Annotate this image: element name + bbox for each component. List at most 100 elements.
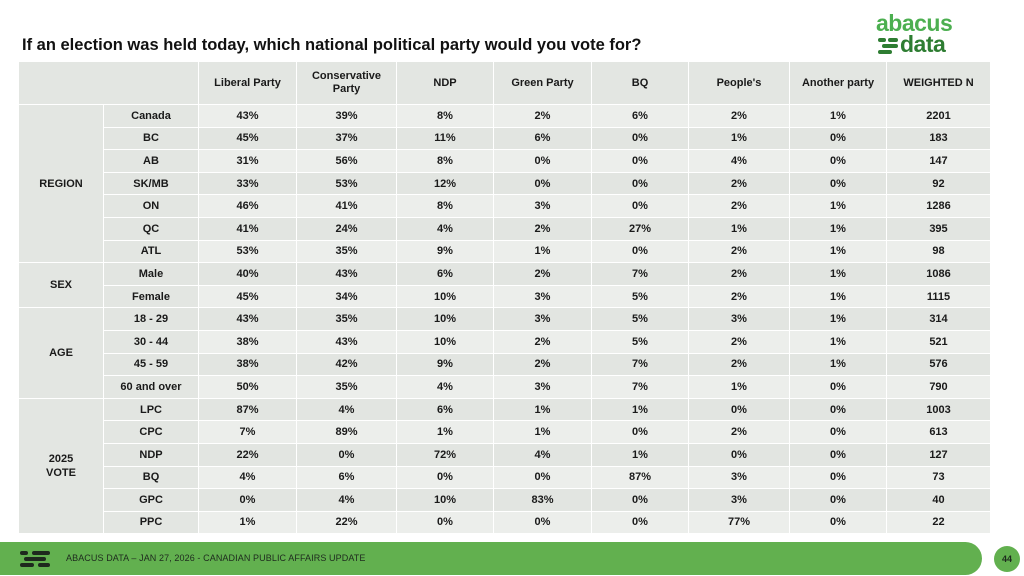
table-cell: 314	[886, 307, 991, 331]
table-row: AB 31% 56% 8% 0% 0% 4% 0% 147	[19, 149, 991, 173]
page-number: 44	[994, 546, 1020, 572]
table-row: SK/MB 33% 53% 12% 0% 0% 2% 0% 92	[19, 171, 991, 196]
table-cell: 12%	[396, 171, 494, 196]
table-cell: 8%	[396, 149, 494, 173]
table-cell: 0%	[396, 465, 494, 490]
row-label: PPC	[103, 510, 199, 535]
table-cell: 4%	[296, 397, 397, 422]
table-cell: 3%	[493, 194, 592, 218]
column-header: People's	[688, 61, 790, 105]
table-cell: 1%	[493, 397, 592, 422]
table-body: REGION Canada 43% 39% 8% 2% 6% 2% 1% 2201 BC 45% 37%…	[18, 103, 991, 535]
row-label: CPC	[103, 420, 199, 444]
table-cell: 521	[886, 329, 991, 354]
table-cell: 4%	[493, 442, 592, 467]
table-cell: 1286	[886, 194, 991, 218]
table-cell: 10%	[396, 307, 494, 331]
table-cell: 5%	[591, 329, 689, 354]
table-cell: 33%	[198, 171, 297, 196]
table-cell: 7%	[591, 352, 689, 377]
table-cell: 42%	[296, 352, 397, 377]
table-cell: 10%	[396, 488, 494, 512]
table-cell: 3%	[493, 307, 592, 331]
table-cell: 0%	[591, 420, 689, 444]
table-cell: 0%	[789, 375, 887, 399]
table-cell: 22%	[198, 442, 297, 467]
table-cell: 2%	[688, 194, 790, 218]
table-cell: 37%	[296, 126, 397, 151]
table-cell: 98	[886, 239, 991, 264]
group-label: REGION	[18, 103, 104, 264]
table-cell: 22%	[296, 510, 397, 535]
table-cell: 1%	[396, 420, 494, 444]
table-row: ON 46% 41% 8% 3% 0% 2% 1% 1286	[19, 194, 991, 218]
table-cell: 43%	[296, 329, 397, 354]
table-cell: 3%	[688, 488, 790, 512]
table-cell: 9%	[396, 352, 494, 377]
table-cell: 7%	[198, 420, 297, 444]
table-row: 2025 VOTE LPC 87% 4% 6% 1% 1% 0% 0% 1003	[18, 397, 991, 535]
table-cell: 10%	[396, 329, 494, 354]
table-cell: 7%	[591, 375, 689, 399]
group-label: 2025 VOTE	[18, 397, 104, 535]
table-cell: 3%	[688, 307, 790, 331]
table-cell: 40	[886, 488, 991, 512]
table-cell: 5%	[591, 284, 689, 309]
table-cell: 2%	[688, 104, 790, 128]
table-cell: 2%	[688, 352, 790, 377]
table-cell: 0%	[493, 149, 592, 173]
table-cell: 2%	[688, 262, 790, 286]
row-label: ATL	[103, 239, 199, 264]
table-cell: 4%	[296, 488, 397, 512]
table-cell: 0%	[789, 149, 887, 173]
table-cell: 1%	[591, 397, 689, 422]
table-cell: 1%	[789, 329, 887, 354]
table-row: CPC 7% 89% 1% 1% 0% 2% 0% 613	[19, 420, 991, 444]
table-row: ATL 53% 35% 9% 1% 0% 2% 1% 98	[19, 239, 991, 264]
table-cell: 53%	[296, 171, 397, 196]
footer-bar: ABACUS DATA – JAN 27, 2026 - CANADIAN PU…	[0, 542, 982, 575]
table-cell: 6%	[396, 397, 494, 422]
logo-wordmark-bottom: data	[900, 31, 946, 57]
results-table: Liberal Party Conservative Party NDP Gre…	[18, 61, 991, 535]
table-cell: 1%	[493, 239, 592, 264]
table-cell: 87%	[591, 465, 689, 490]
table-cell: 2%	[493, 262, 592, 286]
table-cell: 1003	[886, 397, 991, 422]
table-cell: 0%	[396, 510, 494, 535]
table-row: BC 45% 37% 11% 6% 0% 1% 0% 183	[19, 126, 991, 151]
table-row: 45 - 59 38% 42% 9% 2% 7% 2% 1% 576	[19, 352, 991, 377]
table-cell: 34%	[296, 284, 397, 309]
table-cell: 38%	[198, 329, 297, 354]
abacus-data-logo: abacus data	[876, 10, 980, 57]
row-label: Female	[103, 284, 199, 309]
table-cell: 35%	[296, 239, 397, 264]
table-cell: 395	[886, 216, 991, 241]
table-cell: 83%	[493, 488, 592, 512]
table-cell: 10%	[396, 284, 494, 309]
slide-title: If an election was held today, which nat…	[22, 36, 642, 54]
table-cell: 4%	[396, 216, 494, 241]
table-cell: 73	[886, 465, 991, 490]
table-cell: 40%	[198, 262, 297, 286]
table-cell: 1%	[688, 126, 790, 151]
table-cell: 41%	[198, 216, 297, 241]
table-cell: 2%	[688, 329, 790, 354]
table-cell: 7%	[591, 262, 689, 286]
table-cell: 4%	[688, 149, 790, 173]
table-cell: 3%	[688, 465, 790, 490]
table-cell: 576	[886, 352, 991, 377]
table-cell: 0%	[591, 194, 689, 218]
table-cell: 72%	[396, 442, 494, 467]
table-cell: 2%	[493, 104, 592, 128]
table-cell: 0%	[789, 510, 887, 535]
row-label: SK/MB	[103, 171, 199, 196]
table-cell: 1%	[789, 194, 887, 218]
table-cell: 0%	[789, 171, 887, 196]
row-label: LPC	[103, 397, 199, 422]
table-cell: 0%	[688, 397, 790, 422]
table-cell: 1%	[789, 104, 887, 128]
column-header: Green Party	[493, 61, 592, 105]
table-cell: 5%	[591, 307, 689, 331]
table-cell: 8%	[396, 104, 494, 128]
